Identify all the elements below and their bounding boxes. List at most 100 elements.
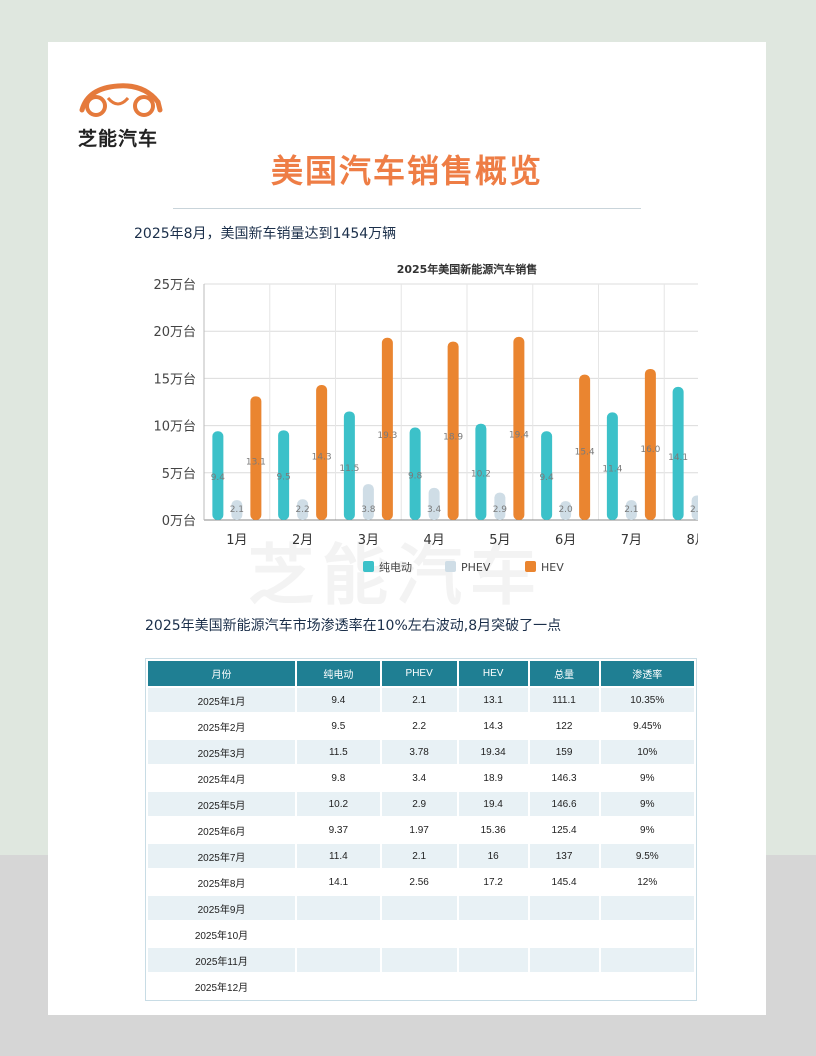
cell-bev: 9.5 [297, 714, 380, 738]
cell-phev [381, 922, 457, 946]
cell-bev [297, 922, 380, 946]
cell-total [529, 974, 599, 998]
cell-month: 2025年6月 [148, 818, 296, 842]
y-tick-label: 5万台 [162, 467, 196, 482]
cell-total [529, 922, 599, 946]
table-row: 2025年1月 9.4 2.1 13.1 111.1 10.35% [148, 688, 694, 712]
cell-penetration [600, 922, 694, 946]
cell-penetration [600, 896, 694, 920]
table-row: 2025年11月 [148, 948, 694, 972]
cell-hev: 16 [458, 844, 528, 868]
data-label: 19.4 [509, 431, 529, 441]
legend-label: PHEV [461, 561, 491, 574]
data-label: 2.1 [230, 505, 244, 515]
legend-swatch [363, 561, 374, 572]
legend-label: HEV [541, 561, 564, 574]
data-label: 18.9 [443, 433, 463, 443]
y-tick-label: 25万台 [153, 278, 196, 293]
cell-penetration: 10% [600, 740, 694, 764]
bar-phev [428, 487, 440, 520]
cell-penetration [600, 974, 694, 998]
y-tick-label: 10万台 [153, 420, 196, 435]
data-label: 9.5 [276, 473, 290, 483]
cell-penetration: 9% [600, 766, 694, 790]
data-label: 11.4 [602, 465, 622, 475]
cell-penetration [600, 948, 694, 972]
cell-total: 145.4 [529, 870, 599, 894]
table-row: 2025年4月 9.8 3.4 18.9 146.3 9% [148, 766, 694, 790]
data-label: 9.8 [408, 471, 423, 481]
header-total: 总量 [529, 661, 599, 686]
cell-penetration: 10.35% [600, 688, 694, 712]
cell-penetration: 9% [600, 792, 694, 816]
table-row: 2025年5月 10.2 2.9 19.4 146.6 9% [148, 792, 694, 816]
table-header-row: 月份 纯电动 PHEV HEV 总量 渗透率 [148, 661, 694, 686]
cell-month: 2025年3月 [148, 740, 296, 764]
bar-bev [475, 423, 487, 520]
cell-bev: 9.8 [297, 766, 380, 790]
cell-bev: 11.4 [297, 844, 380, 868]
cell-month: 2025年11月 [148, 948, 296, 972]
bar-phev [494, 492, 506, 520]
bar-bev [606, 412, 618, 520]
cell-phev [381, 948, 457, 972]
header-phev: PHEV [381, 661, 457, 686]
cell-total [529, 948, 599, 972]
y-tick-label: 0万台 [162, 514, 196, 529]
x-tick-label: 6月 [555, 533, 576, 548]
title-divider [173, 208, 641, 209]
data-label: 2.0 [558, 505, 573, 515]
bar-bev [409, 427, 421, 520]
cell-hev [458, 896, 528, 920]
bar-hev [447, 341, 459, 520]
cell-total: 125.4 [529, 818, 599, 842]
cell-bev [297, 974, 380, 998]
watermark-text: 芝能汽车 [248, 537, 544, 614]
cell-hev: 18.9 [458, 766, 528, 790]
cell-phev: 2.1 [381, 688, 457, 712]
cell-bev [297, 896, 380, 920]
cell-month: 2025年9月 [148, 896, 296, 920]
bar-phev [691, 495, 698, 520]
data-label: 15.4 [575, 448, 595, 458]
cell-bev [297, 948, 380, 972]
cell-bev: 14.1 [297, 870, 380, 894]
bar-bev [343, 411, 355, 520]
data-label: 3.4 [427, 505, 442, 515]
cell-phev: 2.2 [381, 714, 457, 738]
header-hev: HEV [458, 661, 528, 686]
data-label: 3.8 [361, 505, 376, 515]
cell-month: 2025年1月 [148, 688, 296, 712]
bar-hev [250, 396, 262, 520]
cell-bev: 9.4 [297, 688, 380, 712]
data-label: 2.9 [493, 505, 508, 515]
table-row: 2025年3月 11.5 3.78 19.34 159 10% [148, 740, 694, 764]
header-penetration: 渗透率 [600, 661, 694, 686]
table-row: 2025年2月 9.5 2.2 14.3 122 9.45% [148, 714, 694, 738]
header-month: 月份 [148, 661, 296, 686]
chart-title: 2025年美国新能源汽车销售 [397, 262, 538, 276]
bar-hev [513, 336, 525, 520]
cell-month: 2025年10月 [148, 922, 296, 946]
cell-hev: 14.3 [458, 714, 528, 738]
data-label: 16.0 [640, 445, 660, 455]
bar-phev [625, 500, 637, 520]
bar-phev [560, 501, 572, 520]
document-page: 芝能汽车 美国汽车销售概览 2025年8月，美国新车销量达到1454万辆 芝能汽… [48, 42, 766, 1015]
cell-bev: 11.5 [297, 740, 380, 764]
bar-bev [541, 431, 553, 520]
data-label: 19.3 [377, 431, 397, 441]
cell-hev [458, 974, 528, 998]
data-label: 2.2 [295, 505, 309, 515]
x-tick-label: 4月 [423, 533, 444, 548]
table-row: 2025年12月 [148, 974, 694, 998]
data-label: 14.1 [668, 453, 688, 463]
cell-total: 146.3 [529, 766, 599, 790]
cell-phev: 2.1 [381, 844, 457, 868]
cell-total: 111.1 [529, 688, 599, 712]
data-label: 9.4 [539, 473, 554, 483]
sales-summary-text: 2025年8月，美国新车销量达到1454万辆 [134, 226, 397, 242]
legend-swatch [445, 561, 456, 572]
cell-phev: 1.97 [381, 818, 457, 842]
bar-hev [644, 368, 656, 520]
